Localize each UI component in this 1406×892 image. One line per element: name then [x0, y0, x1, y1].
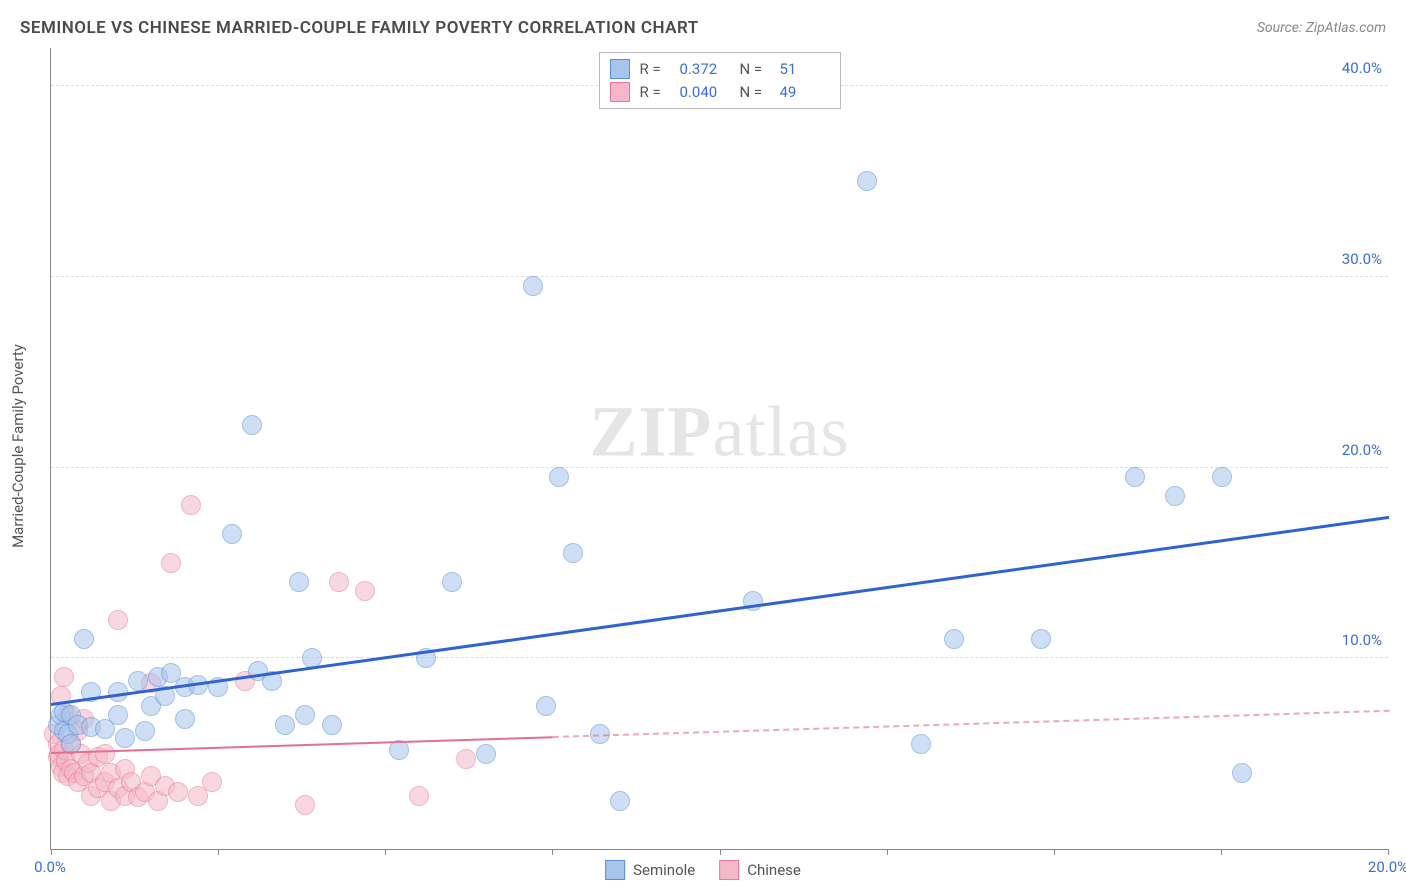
r-label: R = — [640, 58, 670, 81]
data-point — [181, 495, 201, 515]
x-tick — [385, 849, 386, 855]
data-point — [295, 795, 315, 815]
n-label: N = — [740, 58, 770, 81]
data-point — [549, 467, 569, 487]
data-point — [175, 709, 195, 729]
x-tick — [1388, 849, 1389, 855]
gridline — [51, 276, 1388, 277]
legend-item: Chinese — [719, 860, 801, 880]
n-value: 49 — [780, 81, 830, 104]
legend-swatch — [719, 860, 739, 880]
y-tick-label: 30.0% — [1342, 250, 1382, 268]
legend-row: R = 0.040 N = 49 — [610, 81, 830, 104]
trend-line-dashed — [553, 710, 1389, 738]
gridline — [51, 467, 1388, 468]
legend-swatch — [610, 82, 630, 102]
legend-label: Chinese — [747, 861, 801, 879]
data-point — [355, 581, 375, 601]
chart-source: Source: ZipAtlas.com — [1257, 20, 1386, 36]
gridline — [51, 657, 1388, 658]
y-axis-title: Married-Couple Family Poverty — [9, 344, 27, 548]
data-point — [329, 572, 349, 592]
data-point — [1031, 629, 1051, 649]
x-tick — [51, 849, 52, 855]
legend-row: R = 0.372 N = 51 — [610, 58, 830, 81]
data-point — [242, 415, 262, 435]
n-value: 51 — [780, 58, 830, 81]
data-point — [108, 610, 128, 630]
y-tick-label: 20.0% — [1342, 441, 1382, 459]
data-point — [1212, 467, 1232, 487]
r-value: 0.372 — [680, 58, 730, 81]
data-point — [161, 553, 181, 573]
data-point — [202, 772, 222, 792]
data-point — [289, 572, 309, 592]
data-point — [1232, 763, 1252, 783]
data-point — [911, 734, 931, 754]
series-legend: Seminole Chinese — [605, 860, 801, 880]
x-tick — [887, 849, 888, 855]
data-point — [54, 667, 74, 687]
data-point — [476, 744, 496, 764]
data-point — [115, 728, 135, 748]
scatter-chart: ZIPatlas R = 0.372 N = 51 R = 0.040 N = 49 10.0… — [50, 48, 1388, 850]
legend-label: Seminole — [633, 861, 695, 879]
x-tick — [1054, 849, 1055, 855]
data-point — [610, 791, 630, 811]
legend-swatch — [610, 59, 630, 79]
n-label: N = — [740, 81, 770, 104]
legend-swatch — [605, 860, 625, 880]
y-tick-label: 40.0% — [1342, 59, 1382, 77]
x-tick-label: 20.0% — [1368, 858, 1406, 876]
chart-header: SEMINOLE VS CHINESE MARRIED-COUPLE FAMIL… — [20, 18, 1386, 38]
trend-line — [51, 516, 1389, 706]
watermark: ZIPatlas — [590, 391, 850, 474]
x-tick-label: 0.0% — [34, 858, 66, 876]
data-point — [1125, 467, 1145, 487]
data-point — [322, 715, 342, 735]
x-tick — [218, 849, 219, 855]
x-tick — [552, 849, 553, 855]
data-point — [95, 744, 115, 764]
data-point — [135, 721, 155, 741]
data-point — [442, 572, 462, 592]
data-point — [456, 749, 476, 769]
y-tick-label: 10.0% — [1342, 631, 1382, 649]
x-tick — [1221, 849, 1222, 855]
data-point — [74, 629, 94, 649]
data-point — [409, 786, 429, 806]
data-point — [563, 543, 583, 563]
data-point — [168, 782, 188, 802]
data-point — [295, 705, 315, 725]
chart-title: SEMINOLE VS CHINESE MARRIED-COUPLE FAMIL… — [20, 18, 699, 38]
data-point — [944, 629, 964, 649]
data-point — [523, 276, 543, 296]
data-point — [275, 715, 295, 735]
r-label: R = — [640, 81, 670, 104]
data-point — [1165, 486, 1185, 506]
r-value: 0.040 — [680, 81, 730, 104]
legend-item: Seminole — [605, 860, 695, 880]
x-tick — [720, 849, 721, 855]
correlation-legend: R = 0.372 N = 51 R = 0.040 N = 49 — [599, 52, 841, 109]
data-point — [536, 696, 556, 716]
data-point — [222, 524, 242, 544]
data-point — [128, 671, 148, 691]
data-point — [108, 705, 128, 725]
data-point — [857, 171, 877, 191]
